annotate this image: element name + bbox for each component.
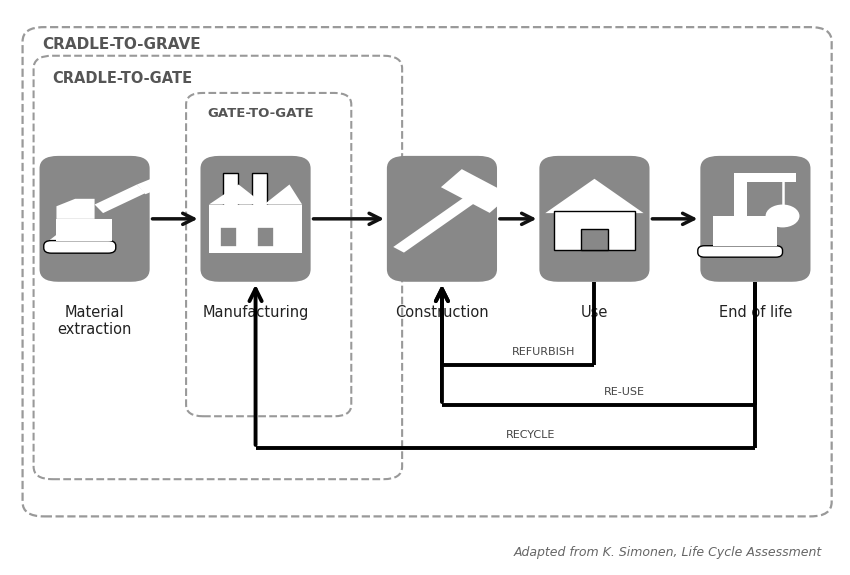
FancyBboxPatch shape <box>698 246 783 257</box>
Polygon shape <box>546 179 643 213</box>
Polygon shape <box>56 199 94 219</box>
Polygon shape <box>734 176 747 216</box>
FancyBboxPatch shape <box>220 228 237 247</box>
FancyBboxPatch shape <box>540 156 649 282</box>
Polygon shape <box>94 185 145 213</box>
FancyBboxPatch shape <box>43 240 116 253</box>
Text: Manufacturing: Manufacturing <box>202 305 309 320</box>
Text: REFURBISH: REFURBISH <box>512 347 575 357</box>
FancyBboxPatch shape <box>23 27 831 516</box>
FancyBboxPatch shape <box>223 173 238 210</box>
FancyBboxPatch shape <box>201 156 310 282</box>
Text: End of life: End of life <box>719 305 792 320</box>
FancyBboxPatch shape <box>700 156 811 282</box>
FancyBboxPatch shape <box>387 156 497 282</box>
Polygon shape <box>734 173 796 182</box>
Polygon shape <box>713 216 777 246</box>
Text: CRADLE-TO-GATE: CRADLE-TO-GATE <box>52 71 192 86</box>
FancyBboxPatch shape <box>39 156 150 282</box>
Text: RECYCLE: RECYCLE <box>507 430 556 440</box>
FancyBboxPatch shape <box>252 173 268 210</box>
Circle shape <box>766 205 800 228</box>
Polygon shape <box>209 185 302 205</box>
FancyBboxPatch shape <box>581 228 608 250</box>
Polygon shape <box>394 191 484 252</box>
Text: RE-USE: RE-USE <box>604 388 644 397</box>
Text: Material
extraction: Material extraction <box>58 305 132 337</box>
Text: Adapted from K. Simonen, Life Cycle Assessment: Adapted from K. Simonen, Life Cycle Asse… <box>513 546 821 559</box>
Polygon shape <box>148 176 171 191</box>
Polygon shape <box>137 176 167 194</box>
Text: Construction: Construction <box>395 305 489 320</box>
FancyBboxPatch shape <box>258 228 275 247</box>
FancyBboxPatch shape <box>554 212 635 250</box>
Polygon shape <box>56 219 111 240</box>
Polygon shape <box>209 205 302 253</box>
Text: Use: Use <box>581 305 608 320</box>
Polygon shape <box>441 169 511 213</box>
Text: CRADLE-TO-GRAVE: CRADLE-TO-GRAVE <box>42 37 201 52</box>
Polygon shape <box>43 222 99 244</box>
Text: GATE-TO-GATE: GATE-TO-GATE <box>207 108 314 120</box>
